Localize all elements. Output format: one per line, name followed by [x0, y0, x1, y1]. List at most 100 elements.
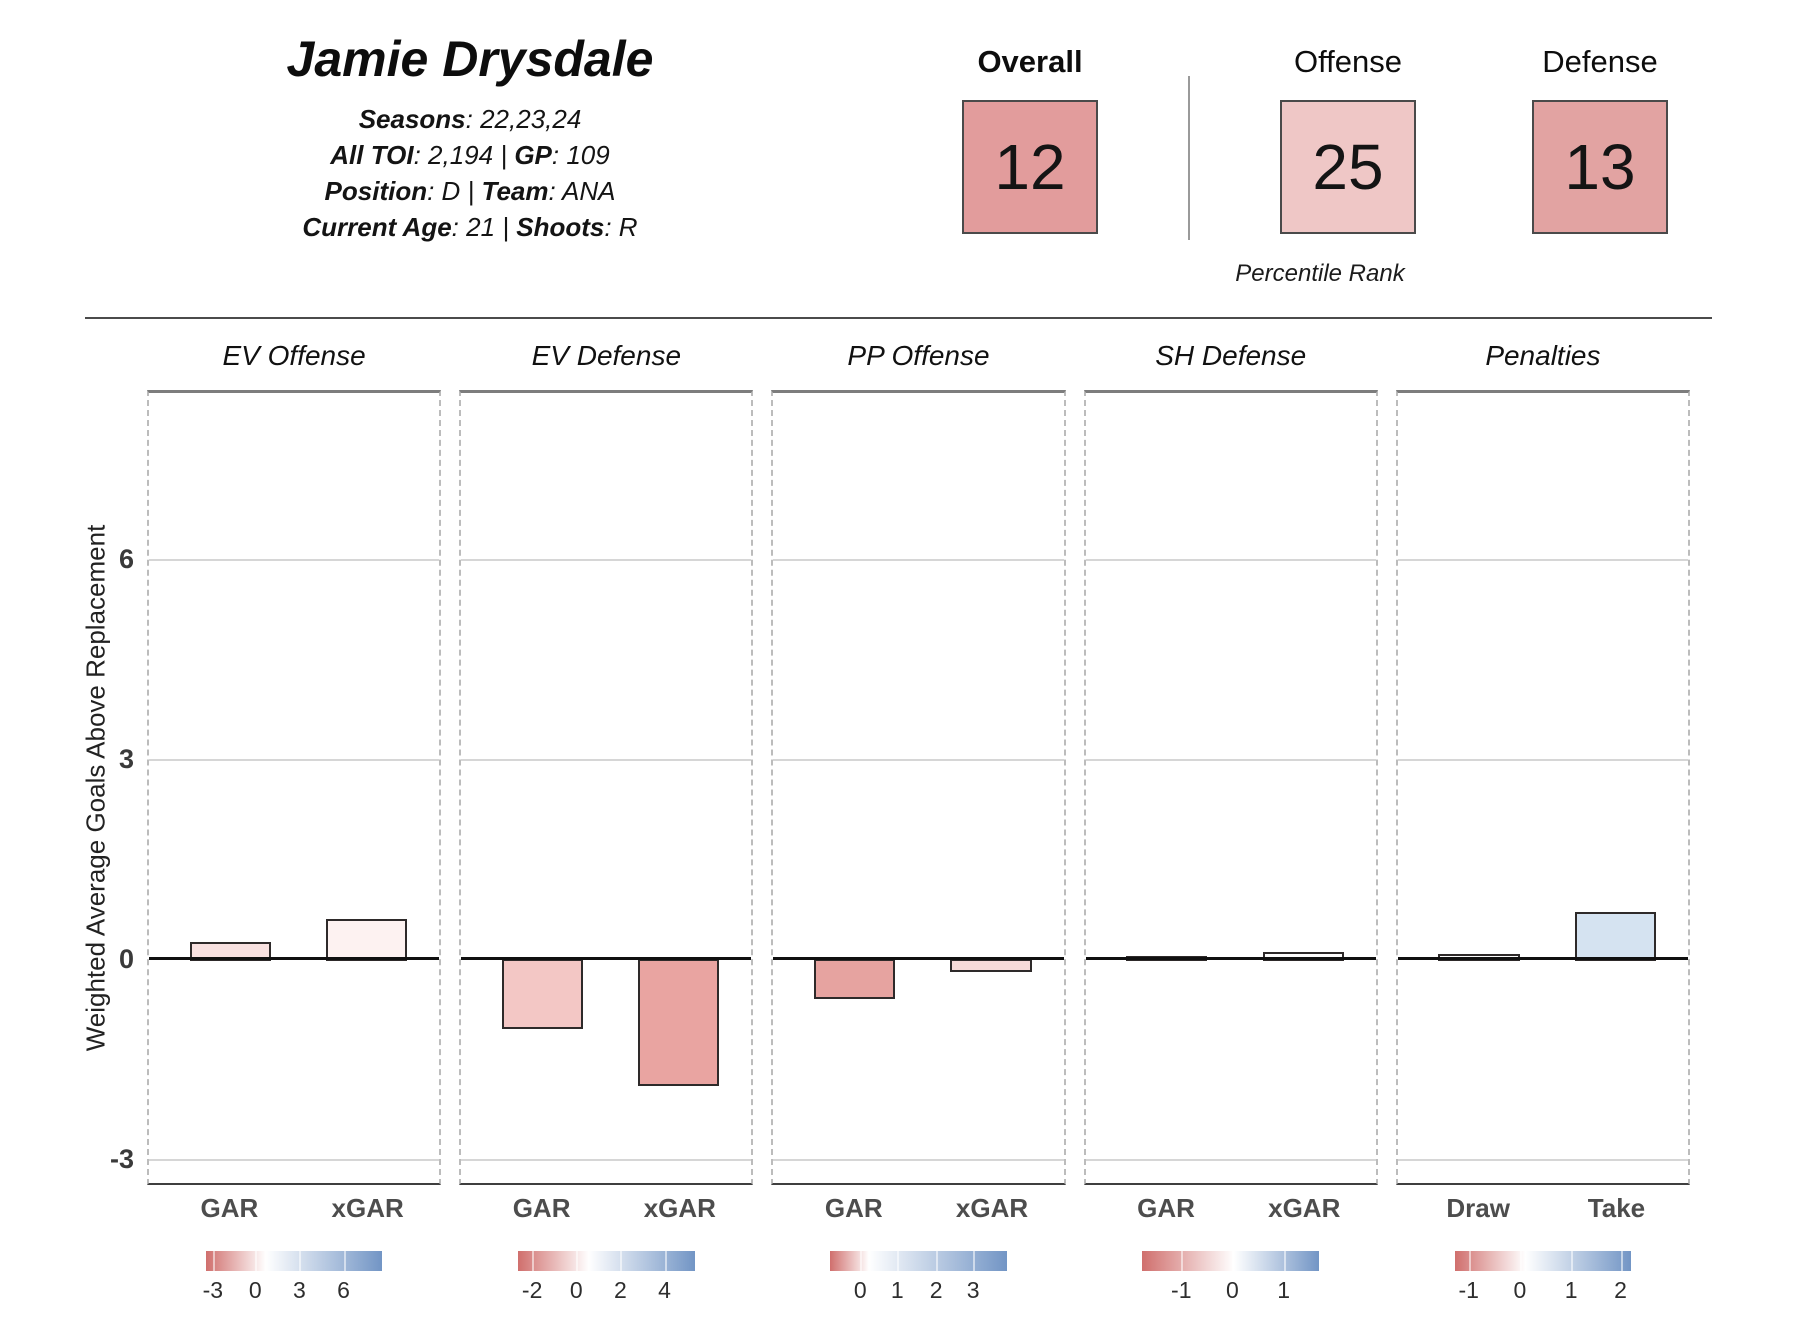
legend-tick-mark	[973, 1251, 976, 1271]
rank-label-defense: Defense	[1542, 44, 1658, 79]
legend-tick-mark	[936, 1251, 939, 1271]
facet-title-ev-defense: EV Defense	[531, 340, 682, 371]
facet-panel-penalties: Penalties Draw Take -1 0 1 2	[1395, 332, 1691, 1322]
y-tick-label: -3	[109, 1144, 134, 1174]
legend-gradient-bar	[205, 1251, 383, 1271]
legend-tick-label: 1	[1564, 1277, 1578, 1303]
rank-box-overall: 12	[962, 100, 1098, 234]
percentile-rank-caption: Percentile Rank	[1235, 260, 1405, 287]
bar-penalties-take	[1574, 912, 1657, 961]
legend-tick-label: 2	[1614, 1277, 1627, 1303]
rank-group-defense: Defense 13	[1532, 42, 1668, 234]
bar-labels-sh-defense: GAR xGAR	[1084, 1185, 1378, 1233]
bar-label-draw: Draw	[1446, 1193, 1510, 1223]
gridline-y6	[461, 559, 752, 561]
plot-area-penalties	[1395, 390, 1691, 1185]
bar-ev-defense-xgar	[638, 959, 720, 1086]
legend-tick-mark	[620, 1251, 623, 1271]
bar-label-xgar: xGAR	[955, 1193, 1029, 1223]
zero-line	[1085, 957, 1376, 960]
legend-tick-mark	[1620, 1251, 1623, 1271]
zero-line	[1397, 957, 1689, 960]
legend-tick-mark	[1181, 1251, 1184, 1271]
legend-tick-label: 0	[853, 1277, 867, 1303]
plot-area-sh-defense	[1083, 390, 1378, 1185]
legend-tick-label: 1	[1277, 1277, 1291, 1303]
bar-label-xgar: xGAR	[643, 1193, 716, 1223]
bar-labels-ev-offense: GAR xGAR	[147, 1185, 441, 1233]
zero-line	[773, 957, 1064, 960]
gridline-y-3	[773, 1159, 1064, 1161]
legend-gradient-bar	[1142, 1251, 1319, 1271]
gridline-y6	[149, 559, 440, 561]
legend-tick-label: 2	[929, 1277, 943, 1303]
player-info-line: Seasons: 22,23,24	[358, 104, 582, 134]
bar-label-gar: GAR	[512, 1193, 571, 1223]
player-info: Jamie Drysdale Seasons: 22,23,24 All TOI:…	[150, 30, 790, 246]
bar-pp-offense-gar	[814, 959, 896, 999]
legend-tick-label: -1	[1458, 1277, 1479, 1303]
bar-label-xgar: xGAR	[1268, 1193, 1341, 1223]
bar-label-xgar: xGAR	[331, 1193, 404, 1223]
legend-tick-mark	[343, 1251, 346, 1271]
legend-tick-label: 3	[966, 1277, 980, 1303]
gridline-y-3	[461, 1159, 752, 1161]
color-legend-ev-defense: -2 0 2 4	[459, 1245, 753, 1322]
facet-title-penalties: Penalties	[1485, 340, 1601, 371]
legend-tick-labels: -1 0 1 2	[1455, 1277, 1632, 1307]
facet-panel-ev-defense: EV Defense GAR xGAR -2 0 2 4	[459, 332, 754, 1322]
gridline-y-3	[149, 1159, 440, 1161]
player-name: Jamie Drysdale	[286, 31, 654, 87]
gridline-y3	[461, 759, 752, 761]
gridline-y3	[773, 759, 1064, 761]
player-info-line: Current Age: 21 | Shoots: R	[302, 211, 638, 242]
legend-tick-mark	[1283, 1251, 1286, 1271]
zero-line	[149, 957, 440, 960]
bar-labels-penalties: Draw Take	[1396, 1185, 1690, 1233]
rank-group-overall: Overall 12	[962, 42, 1098, 234]
bar-label-gar: GAR	[824, 1193, 883, 1223]
rank-label-overall: Overall	[977, 44, 1083, 79]
zero-line	[461, 957, 752, 960]
bar-pp-offense-xgar	[950, 959, 1032, 973]
bar-labels-ev-defense: GAR xGAR	[459, 1185, 753, 1233]
legend-tick-mark	[860, 1251, 863, 1271]
legend-tick-label: 0	[1226, 1277, 1239, 1303]
plot-area-ev-defense	[459, 390, 754, 1185]
legend-tick-labels: -2 0 2 4	[518, 1277, 695, 1307]
color-legend-penalties: -1 0 1 2	[1396, 1245, 1690, 1322]
facet-title-ev-offense: EV Offense	[222, 340, 366, 371]
rank-value-offense: 25	[1312, 131, 1384, 203]
legend-tick-label: -1	[1171, 1277, 1192, 1303]
legend-tick-mark	[1232, 1251, 1235, 1271]
gridline-y6	[1397, 559, 1689, 561]
legend-tick-mark	[1519, 1251, 1522, 1271]
player-info-line: All TOI: 2,194 | GP: 109	[330, 139, 610, 170]
gridline-y6	[773, 559, 1064, 561]
gridline-y-3	[1397, 1159, 1689, 1161]
legend-tick-mark	[1571, 1251, 1574, 1271]
player-info-line: Position: D | Team: ANA	[324, 175, 616, 206]
gridline-y3	[1397, 759, 1689, 761]
legend-tick-mark	[897, 1251, 900, 1271]
color-legend-ev-offense: -3 0 3 6	[147, 1245, 441, 1322]
legend-tick-label: 0	[248, 1277, 262, 1303]
rank-label-offense: Offense	[1293, 44, 1402, 79]
legend-gradient-bar	[1454, 1251, 1632, 1271]
legend-tick-mark	[255, 1251, 258, 1271]
legend-tick-mark	[1468, 1251, 1471, 1271]
player-info-lines: Seasons: 22,23,24 All TOI: 2,194 | GP: 10…	[150, 102, 790, 246]
bar-ev-defense-gar	[501, 959, 584, 1029]
rank-value-defense: 13	[1564, 131, 1636, 203]
legend-tick-label: 0	[569, 1277, 583, 1303]
facet-title-pp-offense: PP Offense	[847, 340, 990, 371]
legend-tick-label: 1	[890, 1277, 904, 1303]
color-legend-sh-defense: -1 0 1	[1084, 1245, 1378, 1322]
rank-divider	[1188, 76, 1190, 240]
legend-tick-label: 6	[337, 1277, 350, 1303]
facet-panel-ev-offense: EV Offense GAR xGAR -3 0 3 6	[147, 332, 442, 1322]
y-tick-label: 3	[118, 744, 134, 774]
facet-panel-sh-defense: SH Defense GAR xGAR -1 0 1	[1083, 332, 1378, 1322]
